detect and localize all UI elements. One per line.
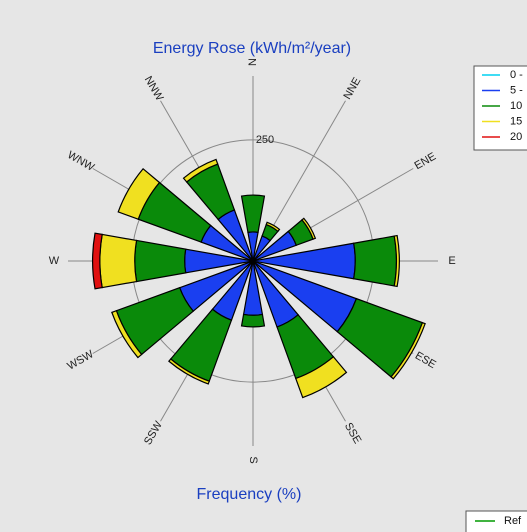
rose-segment xyxy=(393,234,400,288)
direction-label: S xyxy=(247,456,259,463)
legend-label: 10 xyxy=(510,100,522,112)
rose-segment xyxy=(111,309,143,359)
rose-segment xyxy=(91,232,103,290)
legend-label: Ref xyxy=(504,515,522,527)
direction-label: WNW xyxy=(65,149,96,174)
rose-segment xyxy=(294,355,348,399)
rose-segment xyxy=(265,221,281,233)
rose-segment xyxy=(240,313,266,328)
legend-box xyxy=(473,65,527,151)
legend-label: 5 - xyxy=(510,84,523,96)
direction-label: ENE xyxy=(412,151,438,173)
rose-segment xyxy=(168,358,211,385)
rose-segment xyxy=(301,217,317,240)
direction-label: W xyxy=(49,255,60,267)
chart-title: Energy Rose (kWh/m²/year) xyxy=(153,40,351,57)
legend-label: 0 - xyxy=(510,69,523,81)
direction-label: N xyxy=(247,58,259,66)
direction-label: E xyxy=(448,255,455,267)
rose-segment xyxy=(99,233,138,289)
chart-title: Frequency (%) xyxy=(197,486,302,503)
direction-label: SSE xyxy=(342,421,363,446)
legend-label: 15 xyxy=(510,115,522,127)
rose-segment xyxy=(182,158,219,183)
rose-segment xyxy=(117,167,161,220)
r-tick-label: 250 xyxy=(256,134,274,146)
rose-segment xyxy=(134,239,187,283)
direction-label: SSW xyxy=(142,419,165,447)
legend-box xyxy=(465,510,527,532)
direction-label: WSW xyxy=(65,348,96,373)
direction-label: NNE xyxy=(341,76,363,102)
direction-label: NNW xyxy=(142,74,166,103)
legend-label: 20 xyxy=(510,131,522,143)
direction-label: ESE xyxy=(413,350,438,371)
rose-segment xyxy=(353,235,398,287)
rose-segment xyxy=(240,194,266,234)
